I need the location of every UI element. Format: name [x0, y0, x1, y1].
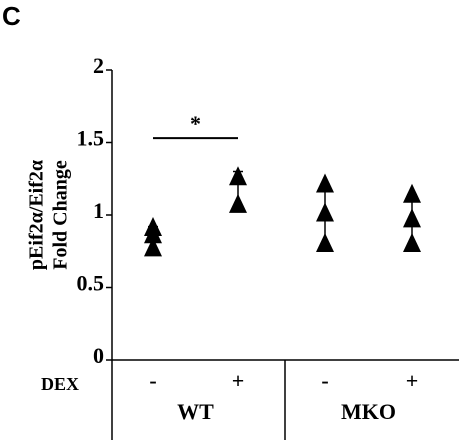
- group-label: WT: [177, 399, 214, 424]
- panel-label: C: [2, 1, 21, 31]
- x-tick-label: +: [232, 368, 245, 393]
- data-point: [229, 166, 247, 186]
- x-tick-label: -: [321, 368, 328, 393]
- data-point: [403, 233, 421, 252]
- data-point: [403, 183, 421, 203]
- data-point: [229, 193, 247, 213]
- y-tick-label: 2: [93, 53, 104, 78]
- data-point: [316, 202, 334, 222]
- y-tick-label: 0: [93, 343, 104, 368]
- x-tick-label: -: [149, 368, 156, 393]
- y-tick-label: 0.5: [77, 271, 105, 296]
- y-axis-label: Fold Change: [50, 160, 72, 270]
- data-point: [316, 173, 334, 193]
- data-point: [316, 233, 334, 252]
- x-tick-label: +: [406, 368, 419, 393]
- y-axis-label: pEif2α/Eif2α: [26, 160, 48, 270]
- data-point: [144, 237, 162, 257]
- y-tick-label: 1.5: [77, 126, 105, 151]
- x-axis-label: DEX: [41, 374, 79, 394]
- significance-label: *: [190, 111, 201, 136]
- data-point: [403, 208, 421, 228]
- y-tick-label: 1: [93, 198, 104, 223]
- group-label: MKO: [341, 399, 396, 424]
- data-point: [144, 224, 162, 244]
